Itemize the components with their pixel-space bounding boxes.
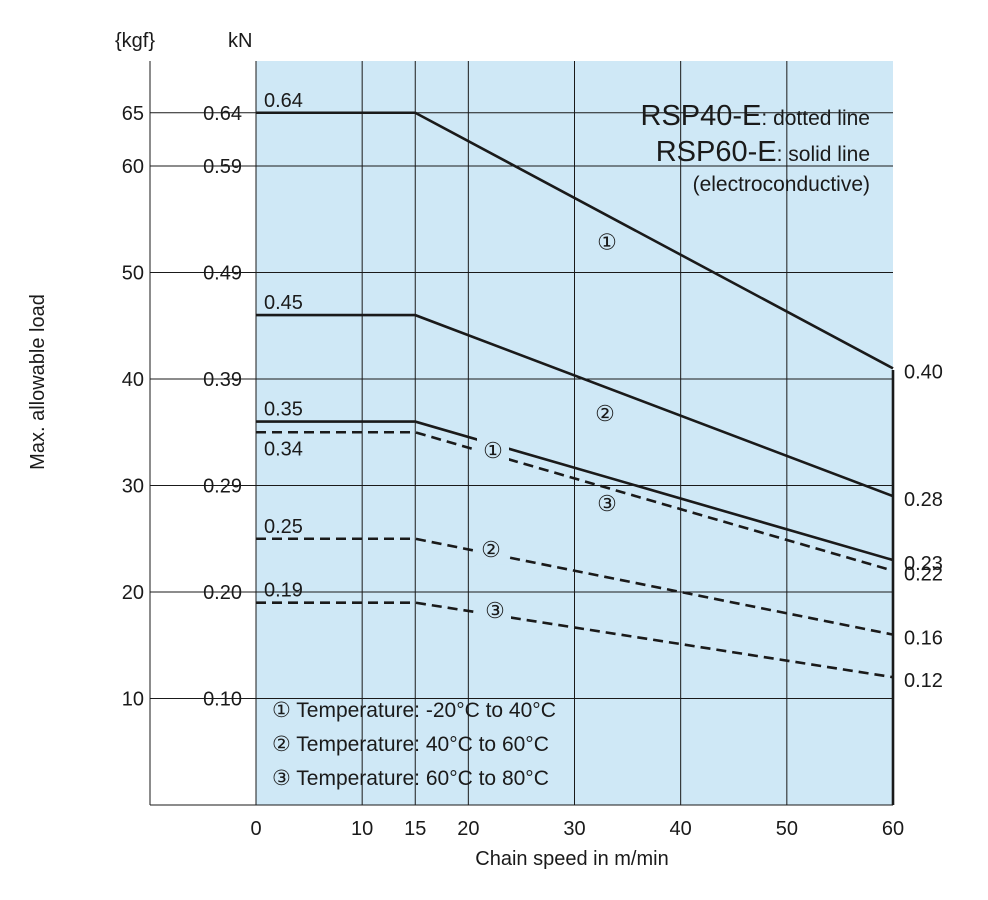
x-tick-label: 40 (670, 818, 692, 840)
kn-tick-label: 0.29 (203, 476, 242, 498)
unit-kgf: {kgf} (115, 30, 155, 52)
kgf-tick-label: 10 (122, 689, 144, 711)
legend-rsp40-desc: : dotted line (761, 107, 870, 130)
series-start-label: 0.45 (264, 292, 303, 314)
series-line (256, 537, 894, 636)
kn-tick-label: 0.59 (203, 156, 242, 178)
temperature-legend: ① Temperature: -20°C to 40°C ② Temperatu… (272, 699, 556, 790)
condition-badge: ② (481, 537, 501, 562)
kgf-tick-label: 65 (122, 103, 144, 125)
series-end-label: 0.12 (904, 670, 943, 692)
legend-note: (electroconductive) (693, 173, 870, 196)
x-tick-label: 30 (563, 818, 585, 840)
temperature-note-3: ③ Temperature: 60°C to 80°C (272, 767, 549, 790)
x-tick-label: 0 (250, 818, 261, 840)
series-end-label: 0.23 (904, 553, 943, 575)
kn-tick-label: 0.64 (203, 103, 242, 125)
kgf-tick-label: 20 (122, 582, 144, 604)
condition-badge: ② (595, 401, 615, 426)
kn-tick-label: 0.39 (203, 369, 242, 391)
kn-tick-label: 0.49 (203, 263, 242, 285)
series-line (256, 601, 894, 679)
kn-tick-label: 0.20 (203, 582, 242, 604)
legend-rsp40-name: RSP40-E (641, 100, 762, 132)
series-end-label: 0.40 (904, 361, 943, 383)
condition-badge: ① (483, 438, 503, 463)
series-start-label: 0.19 (264, 580, 303, 602)
series-start-label: 0.35 (264, 399, 303, 421)
kgf-tick-label: 30 (122, 476, 144, 498)
condition-badge-bg (475, 532, 507, 565)
series-line (256, 111, 894, 370)
x-axis-title: Chain speed in m/min (475, 848, 668, 870)
chain-legend: RSP40-E: dotted line RSP60-E: solid line… (641, 100, 870, 196)
series-end-label: 0.22 (904, 564, 943, 586)
series-end-label: 0.28 (904, 489, 943, 511)
legend-rsp60-desc: : solid line (777, 143, 870, 166)
series-start-label: 0.64 (264, 90, 303, 112)
kgf-tick-label: 60 (122, 156, 144, 178)
condition-badge-bg (477, 433, 509, 466)
labels: 65 60 50 40 30 20 10 0.64 0.59 0.49 0.39 0.29 0.20 0.… (122, 90, 943, 840)
condition-badge-bg (479, 594, 511, 627)
x-tick-label: 50 (776, 818, 798, 840)
kn-tick-label: 0.10 (203, 689, 242, 711)
axes (149, 61, 895, 806)
condition-badge: ③ (597, 491, 617, 516)
x-tick-label: 15 (404, 818, 426, 840)
kgf-tick-label: 50 (122, 263, 144, 285)
temperature-note-1: ① Temperature: -20°C to 40°C (272, 699, 556, 722)
x-tick-label: 20 (457, 818, 479, 840)
temperature-note-2: ② Temperature: 40°C to 60°C (272, 733, 549, 756)
series-line (256, 420, 894, 562)
unit-kn: kN (228, 30, 252, 52)
series-start-label: 0.34 (264, 438, 303, 460)
series-lines (256, 111, 894, 679)
series-line (256, 313, 894, 498)
series-line (256, 430, 894, 572)
series-end-label: 0.16 (904, 628, 943, 650)
series-start-label: 0.25 (264, 516, 303, 538)
x-tick-label: 10 (351, 818, 373, 840)
kgf-tick-label: 40 (122, 369, 144, 391)
x-tick-label: 60 (882, 818, 904, 840)
legend-rsp60-name: RSP60-E (656, 136, 777, 168)
legend-rsp60: RSP60-E: solid line (656, 136, 870, 168)
condition-badge: ③ (485, 598, 505, 623)
y-axis-title: Max. allowable load (27, 294, 49, 470)
condition-badge: ① (597, 229, 617, 254)
grid (150, 61, 893, 805)
legend-rsp40: RSP40-E: dotted line (641, 100, 870, 132)
